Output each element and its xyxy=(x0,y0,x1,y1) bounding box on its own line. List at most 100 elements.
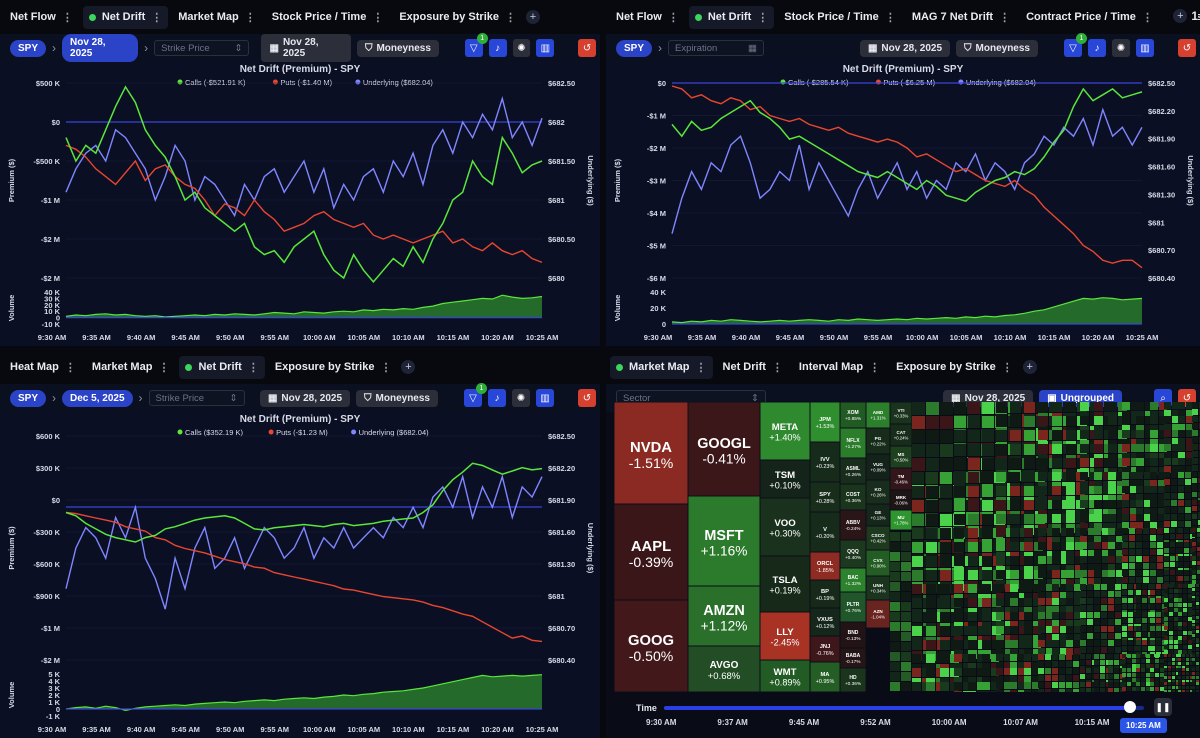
add-tab-button[interactable]: + xyxy=(1173,9,1188,23)
tab-market-map[interactable]: Market Map ⋮ xyxy=(86,356,176,379)
tab-net-flow[interactable]: Net Flow ⋮ xyxy=(610,6,685,29)
heatmap-cell xyxy=(1150,659,1154,663)
tab-net-drift[interactable]: Net Drift ⋮ xyxy=(688,5,775,29)
tab-menu-icon[interactable]: ⋮ xyxy=(61,11,73,24)
tab-overflow-count[interactable]: 1 xyxy=(1191,9,1198,23)
tab-exposure-by-strike[interactable]: Exposure by Strike ⋮ xyxy=(269,356,398,379)
theme-toggle-button[interactable]: ✺ xyxy=(512,389,530,407)
time-slider-track[interactable] xyxy=(664,706,1144,710)
heatmap-cell xyxy=(1178,626,1182,630)
heatmap-cell xyxy=(1131,430,1139,438)
moneyness-chip[interactable]: ⛉ Moneyness xyxy=(956,39,1038,57)
moneyness-chip[interactable]: ⛉ Moneyness xyxy=(356,389,438,407)
tile-change: +0.09% xyxy=(871,468,886,473)
heatmap-cell xyxy=(1094,654,1099,659)
tab-interval-map[interactable]: Interval Map ⋮ xyxy=(793,356,886,379)
tab-menu-icon[interactable]: ⋮ xyxy=(999,11,1011,24)
pause-button[interactable]: ❚❚ xyxy=(1154,698,1172,716)
alerts-button[interactable]: ♪ xyxy=(488,39,507,57)
heatmap-cell xyxy=(1172,668,1175,671)
expiration-date-chip[interactable]: Dec 5, 2025 xyxy=(62,389,133,407)
tab-exposure-by-strike[interactable]: Exposure by Strike ⋮ xyxy=(393,6,522,29)
ticker-chip[interactable]: SPY xyxy=(616,39,653,57)
heatmap-cell xyxy=(1061,579,1069,587)
tab-menu-icon[interactable]: ⋮ xyxy=(380,361,392,374)
tab-menu-icon[interactable]: ⋮ xyxy=(771,361,783,374)
heatmap-cell xyxy=(1088,536,1095,543)
heatmap-cell xyxy=(1060,640,1067,647)
chart-type-button[interactable]: ▥ xyxy=(1136,39,1154,57)
tab-exposure-by-strike[interactable]: Exposure by Strike ⋮ xyxy=(890,356,1019,379)
chart-type-button[interactable]: ▥ xyxy=(536,39,555,57)
tab-menu-icon[interactable]: ⋮ xyxy=(64,361,76,374)
reset-button[interactable]: ↺ xyxy=(1178,39,1196,57)
tab-contract-price-time[interactable]: Contract Price / Time ⋮ xyxy=(1020,6,1159,29)
heatmap-cell xyxy=(1117,472,1125,480)
tab-menu-icon[interactable]: ⋮ xyxy=(158,361,170,374)
tab-stock-price-time[interactable]: Stock Price / Time ⋮ xyxy=(266,6,390,29)
theme-toggle-button[interactable]: ✺ xyxy=(1112,39,1130,57)
time-slider-handle[interactable] xyxy=(1123,701,1136,713)
tab-menu-icon[interactable]: ⋮ xyxy=(1001,361,1013,374)
heatmap-cell xyxy=(1038,537,1046,545)
heatmap-cell xyxy=(1174,650,1178,654)
tab-menu-icon[interactable]: ⋮ xyxy=(247,361,259,374)
filter-button[interactable]: ▽ 1 xyxy=(464,33,488,57)
tab-menu-icon[interactable]: ⋮ xyxy=(757,11,769,24)
heatmap-cell xyxy=(982,682,990,690)
tab-menu-icon[interactable]: ⋮ xyxy=(1141,11,1153,24)
heatmap-cell xyxy=(1094,633,1100,639)
tab-net-drift[interactable]: Net Drift ⋮ xyxy=(179,355,265,379)
chart-type-button[interactable]: ▥ xyxy=(536,389,554,407)
heatmap-cell xyxy=(1122,472,1129,479)
tab-menu-icon[interactable]: ⋮ xyxy=(869,361,881,374)
alerts-button[interactable]: ♪ xyxy=(1088,39,1106,57)
strike-price-select[interactable]: Strike Price ⇕ xyxy=(148,390,245,406)
reset-button[interactable]: ↺ xyxy=(578,39,597,57)
theme-toggle-button[interactable]: ✺ xyxy=(512,39,531,57)
tab-menu-icon[interactable]: ⋮ xyxy=(667,11,679,24)
add-tab-button[interactable]: + xyxy=(526,10,540,24)
add-tab-button[interactable]: + xyxy=(401,360,416,374)
heatmap-cell xyxy=(982,640,991,649)
tab-stock-price-time[interactable]: Stock Price / Time ⋮ xyxy=(778,6,902,29)
heatmap-cell xyxy=(1198,472,1200,477)
date-picker-chip[interactable]: ▦ Nov 28, 2025 xyxy=(859,39,951,57)
date-picker-chip[interactable]: ▦ Nov 28, 2025 xyxy=(261,34,351,62)
tab-menu-icon[interactable]: ⋮ xyxy=(505,11,516,24)
ticker-chip[interactable]: SPY xyxy=(10,39,47,57)
heatmap-cell xyxy=(1178,631,1182,635)
tab-heat-map[interactable]: Heat Map ⋮ xyxy=(4,356,82,379)
tab-menu-icon[interactable]: ⋮ xyxy=(372,11,384,24)
tab-menu-icon[interactable]: ⋮ xyxy=(695,361,707,374)
tab-menu-icon[interactable]: ⋮ xyxy=(151,11,163,24)
moneyness-chip[interactable]: ⛉ Moneyness xyxy=(356,39,439,57)
heatmap-cell xyxy=(1080,654,1085,659)
tab-market-map[interactable]: Market Map ⋮ xyxy=(172,6,262,29)
heatmap-cell xyxy=(982,677,990,685)
heatmap-cell xyxy=(1168,672,1171,675)
tab-net-drift[interactable]: Net Drift ⋮ xyxy=(82,5,169,29)
heatmap-cell xyxy=(1086,682,1091,687)
date-picker-chip[interactable]: ▦ Nov 28, 2025 xyxy=(259,389,351,407)
filter-button[interactable]: ▽ 1 xyxy=(1064,33,1087,57)
tab-mag7-net-drift[interactable]: MAG 7 Net Drift ⋮ xyxy=(906,6,1016,29)
tab-menu-icon[interactable]: ⋮ xyxy=(884,11,896,24)
reset-button[interactable]: ↺ xyxy=(578,389,596,407)
heatmap-cell xyxy=(1145,467,1153,475)
strike-price-select[interactable]: Strike Price ⇕ xyxy=(154,40,250,56)
expiration-input[interactable]: Expiration ▦ xyxy=(668,40,765,56)
heatmap-cell xyxy=(940,444,953,457)
alerts-button[interactable]: ♪ xyxy=(488,389,506,407)
heatmap-cell xyxy=(1038,500,1047,509)
expiration-date-chip[interactable]: Nov 28, 2025 xyxy=(62,34,139,62)
tab-net-flow[interactable]: Net Flow ⋮ xyxy=(4,6,79,29)
add-tab-button[interactable]: + xyxy=(1022,360,1037,374)
heatmap-cell xyxy=(1158,514,1165,521)
tab-menu-icon[interactable]: ⋮ xyxy=(244,11,256,24)
tab-market-map[interactable]: Market Map ⋮ xyxy=(610,355,713,379)
ticker-chip[interactable]: SPY xyxy=(10,389,47,407)
filter-button[interactable]: ▽ 1 xyxy=(464,383,487,407)
tab-net-drift[interactable]: Net Drift ⋮ xyxy=(717,356,789,379)
heatmap-cell xyxy=(1122,514,1129,521)
